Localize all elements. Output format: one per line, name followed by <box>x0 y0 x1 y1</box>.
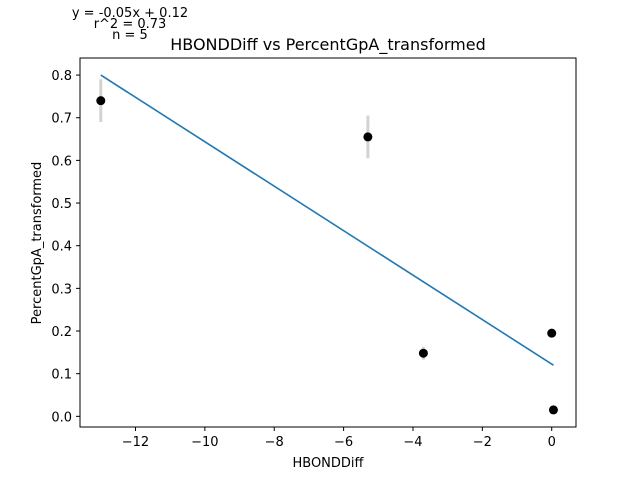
x-tick-label: −6 <box>334 435 353 450</box>
y-tick-label: 0.0 <box>51 410 72 425</box>
data-point <box>418 348 428 358</box>
x-tick-label: −12 <box>122 435 149 450</box>
data-point <box>547 328 557 338</box>
y-tick-label: 0.4 <box>51 240 72 255</box>
x-axis-label: HBONDDiff <box>292 456 364 471</box>
fit-equation-annotation: y = -0.05x + 0.12 <box>72 6 188 21</box>
chart-title: HBONDDiff vs PercentGpA_transformed <box>170 35 486 55</box>
y-tick-label: 0.3 <box>51 282 72 297</box>
y-tick-label: 0.8 <box>51 69 72 84</box>
y-tick-label: 0.7 <box>51 112 72 127</box>
y-tick-label: 0.5 <box>51 197 72 212</box>
x-tick-label: −8 <box>265 435 284 450</box>
y-tick-label: 0.6 <box>51 154 72 169</box>
y-tick-label: 0.2 <box>51 325 72 340</box>
y-axis-label: PercentGpA_transformed <box>30 162 45 325</box>
fit-line <box>100 74 554 366</box>
r-squared-annotation: r^2 = 0.73 <box>94 17 167 32</box>
x-tick-label: −2 <box>473 435 492 450</box>
data-point <box>548 405 558 415</box>
sample-size-annotation: n = 5 <box>112 28 148 43</box>
x-tick-label: −10 <box>191 435 218 450</box>
data-point <box>363 132 373 142</box>
x-tick-label: −4 <box>403 435 422 450</box>
data-point <box>96 96 106 106</box>
y-tick-label: 0.1 <box>51 368 72 383</box>
plot-area-frame <box>79 57 577 428</box>
x-tick-label: 0 <box>548 435 556 450</box>
